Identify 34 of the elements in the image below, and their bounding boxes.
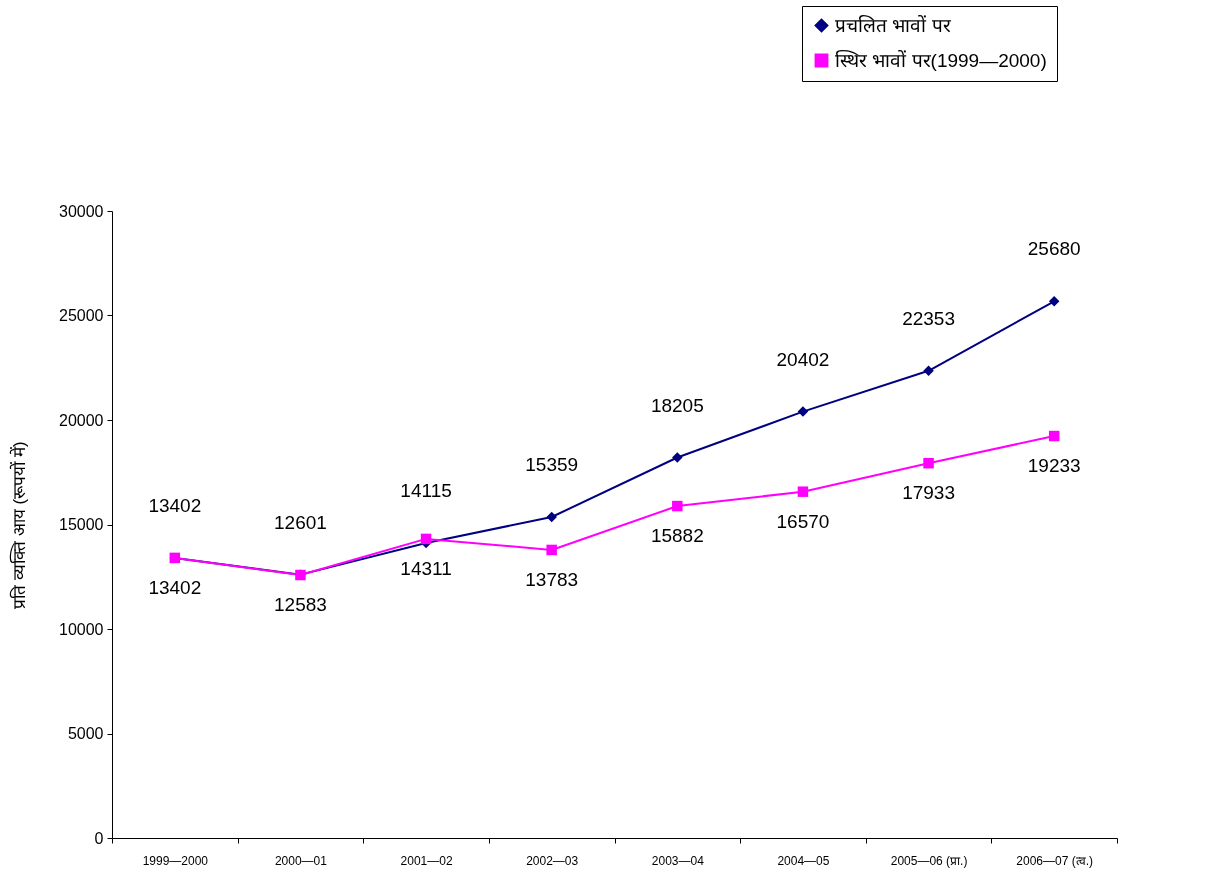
y-tick-label: 25000: [59, 307, 104, 324]
x-tick-label: 2002—03: [526, 853, 579, 868]
data-label: 22353: [902, 307, 955, 329]
y-tick-label: 10000: [59, 620, 104, 638]
data-label: 14311: [400, 557, 452, 579]
y-tick-label: 15000: [59, 516, 104, 533]
data-label: 12601: [274, 511, 327, 533]
data-label: 19233: [1027, 455, 1081, 477]
data-label: 18205: [650, 394, 704, 416]
y-tick-label: 20000: [59, 411, 104, 429]
x-tick-label: 1999—2000: [142, 853, 209, 868]
data-label: 13402: [148, 576, 202, 598]
data-label: 14115: [400, 480, 452, 501]
y-tick-label: 0: [94, 829, 104, 847]
data-label: 15359: [525, 454, 579, 475]
x-tick-label: 2004—05: [777, 853, 830, 868]
data-label: 16570: [776, 510, 830, 532]
data-label: 25680: [1027, 238, 1081, 260]
y-tick-label: 30000: [59, 202, 104, 220]
data-label: 15882: [650, 525, 704, 547]
legend-label: स्थिर भावों पर(1999—2000): [835, 48, 1047, 71]
y-axis-title: प्रति व्यक्ति आय (रूपयों में): [9, 441, 30, 609]
x-tick-label: 2005—06 (प्रा.): [890, 853, 968, 868]
x-tick-label: 2006—07 (त्व.): [1016, 853, 1094, 868]
x-tick-label: 2000—01: [274, 853, 328, 868]
data-label: 17933: [902, 482, 955, 504]
y-tick-label: 5000: [67, 725, 104, 742]
data-label: 20402: [776, 348, 830, 370]
x-tick-label: 2001—02: [400, 853, 453, 868]
data-label: 13402: [148, 494, 202, 516]
legend-label: प्रचलित भावों पर: [835, 13, 952, 36]
x-tick-label: 2003—04: [651, 853, 705, 868]
data-label: 13783: [525, 568, 579, 590]
data-label: 12583: [274, 594, 327, 616]
